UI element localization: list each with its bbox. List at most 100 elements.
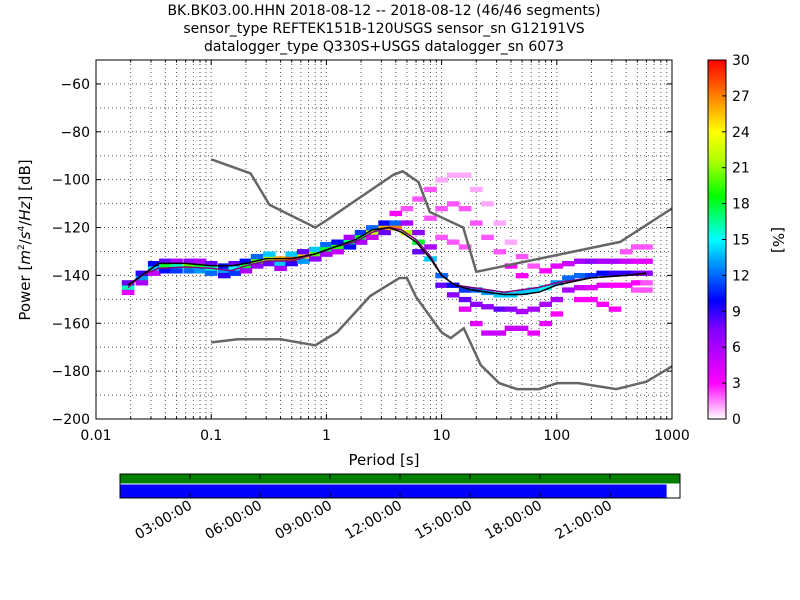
psd-bin — [515, 308, 529, 315]
psd-bin — [631, 258, 644, 264]
timeline-tick-label: 09:00:00 — [273, 498, 335, 543]
psd-bin — [218, 273, 231, 279]
psd-bin — [135, 280, 149, 286]
psd-bin — [343, 234, 357, 240]
psd-bin — [527, 287, 540, 293]
psd-bin — [121, 289, 135, 296]
psd-bin — [608, 258, 622, 264]
x-tick-label: 0.01 — [80, 428, 111, 444]
chart-title-block: BK.BK03.00.HHN 2018-08-12 -- 2018-08-12 … — [95, 2, 673, 56]
psd-bin — [366, 234, 379, 240]
y-tick-label: −60 — [60, 77, 90, 93]
psd-bin — [446, 282, 460, 288]
x-tick-label: 1000 — [654, 428, 690, 444]
psd-bin — [250, 253, 264, 260]
colorbar-tick-label: 21 — [732, 161, 750, 177]
colorbar-tick-label: 15 — [732, 233, 750, 249]
psd-bin — [193, 263, 207, 269]
psd-bin — [135, 275, 149, 281]
psd-bin — [596, 258, 609, 264]
psd-bin — [619, 270, 633, 276]
psd-bin — [574, 285, 587, 291]
psd-bin — [446, 292, 460, 298]
psd-bin — [574, 273, 587, 279]
psd-bin — [228, 270, 241, 276]
psd-bin — [159, 268, 172, 274]
psd-bin — [539, 268, 552, 274]
y-tick-label: −180 — [52, 364, 90, 380]
psd-bin — [493, 249, 507, 255]
y-axis-label: Power [m2/s4/Hz] [dB] — [16, 159, 34, 320]
psd-bin — [504, 306, 518, 312]
timeline-tick-label: 21:00:00 — [553, 498, 615, 543]
colorbar-tick-label: 27 — [732, 89, 750, 105]
psd-bin — [135, 270, 149, 276]
psd-bin — [619, 249, 633, 255]
colorbar-tick-label: 12 — [732, 268, 750, 284]
psd-bin — [389, 220, 403, 226]
psd-bin — [204, 261, 218, 267]
psd-bin — [412, 249, 425, 255]
psd-bin — [412, 196, 425, 202]
psd-bin — [366, 225, 379, 231]
colorbar-tick-label: 6 — [732, 340, 741, 356]
psd-bin — [458, 172, 472, 178]
x-axis-ticks: 0.01 0.1 1 10 100 1000 — [80, 60, 690, 444]
psd-bin — [619, 258, 633, 264]
psd-bin — [574, 296, 587, 303]
psd-bin — [458, 287, 472, 293]
psd-bin — [263, 251, 276, 257]
psd-bin — [354, 239, 368, 245]
x-tick-label: 100 — [543, 428, 570, 444]
psd-bin — [539, 301, 552, 307]
psd-bin — [640, 280, 653, 286]
y-axis-ticks: −60 −80 −100 −120 −140 −160 −180 −200 — [52, 77, 672, 428]
psd-bin — [585, 273, 598, 279]
psd-bin — [539, 320, 552, 327]
colorbar-tick-label: 0 — [732, 412, 741, 428]
psd-bin — [619, 282, 633, 288]
psd-bin — [424, 244, 437, 250]
psd-bin — [446, 239, 460, 245]
timeline-tick-label: 15:00:00 — [413, 498, 475, 543]
psd-bin — [493, 330, 507, 336]
psd-bin — [458, 306, 472, 312]
psd-bin — [121, 285, 135, 291]
psd-bin — [470, 220, 483, 226]
psd-bin — [527, 330, 540, 336]
psd-bin — [481, 330, 494, 336]
plot-frame — [95, 59, 673, 420]
psd-bin — [274, 265, 287, 272]
psd-bin — [228, 261, 241, 267]
mean-psd-line — [127, 226, 647, 293]
psd-bin — [515, 253, 529, 260]
psd-bin — [218, 268, 231, 274]
psd-bin — [631, 244, 644, 250]
psd-bin — [481, 234, 494, 240]
psd-coverage-bar — [120, 484, 667, 498]
high-noise-model-line — [210, 158, 672, 274]
psd-bin — [147, 270, 161, 276]
psd-bin — [378, 220, 391, 226]
psd-bin — [170, 268, 183, 274]
timeline-tick-label: 18:00:00 — [483, 498, 545, 543]
psd-bin — [504, 325, 518, 331]
noise-models — [210, 158, 672, 391]
mode-psd-line — [127, 226, 647, 296]
psd-bin — [435, 282, 448, 288]
x-tick-label: 1 — [322, 428, 331, 444]
psd-bin — [640, 258, 653, 264]
psd-bin — [412, 229, 425, 236]
plot-grid — [96, 60, 672, 419]
psd-bin — [585, 285, 598, 291]
coverage-timeline: 03:00:00 06:00:00 09:00:00 12:00:00 15:00:00… — [119, 473, 681, 543]
psd-bin — [343, 244, 357, 250]
y-tick-label: −120 — [52, 221, 90, 237]
psd-bin — [147, 261, 161, 267]
psd-bin — [331, 249, 344, 255]
psd-bin — [640, 244, 653, 250]
psd-bin — [470, 320, 483, 327]
x-axis-label: Period [s] — [348, 451, 419, 469]
psd-bin — [515, 325, 529, 331]
psd-bin — [562, 261, 575, 267]
